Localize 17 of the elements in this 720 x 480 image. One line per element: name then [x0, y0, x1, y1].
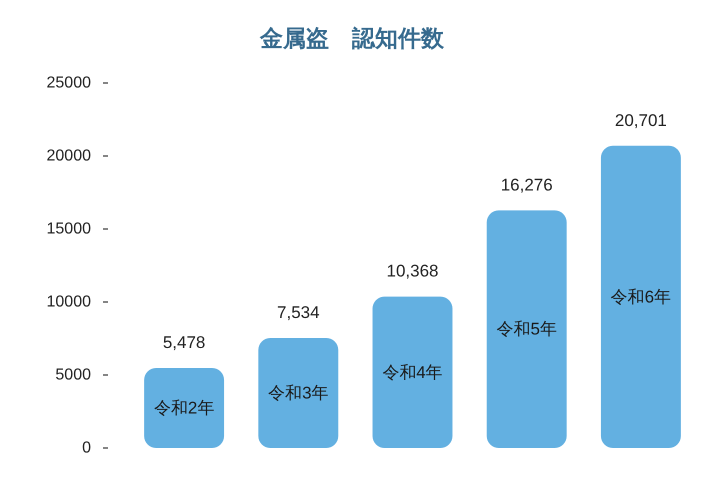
y-tick-label: 10000	[46, 294, 92, 310]
x-tick-label: 令和4年	[382, 362, 443, 382]
y-tick-label: 15000	[46, 220, 92, 238]
y-tick-label: 25000	[46, 74, 92, 92]
y-tick-label: 20000	[46, 148, 92, 164]
data-label: 7,534	[277, 303, 320, 322]
data-label: 16,276	[500, 175, 553, 194]
x-tick-label: 令和6年	[610, 287, 672, 306]
y-tick-label: 0	[82, 440, 92, 456]
title: 金属盗 認知件数	[260, 25, 444, 51]
y-tick-label: 5000	[55, 366, 92, 384]
data-label: 5,478	[162, 333, 206, 352]
x-tick-label: 令和2年	[154, 398, 214, 418]
x-tick-label: 令和5年	[496, 320, 557, 339]
x-tick-label: 令和3年	[268, 384, 329, 402]
data-label: 20,701	[614, 110, 667, 130]
data-label: 10,368	[386, 262, 438, 281]
